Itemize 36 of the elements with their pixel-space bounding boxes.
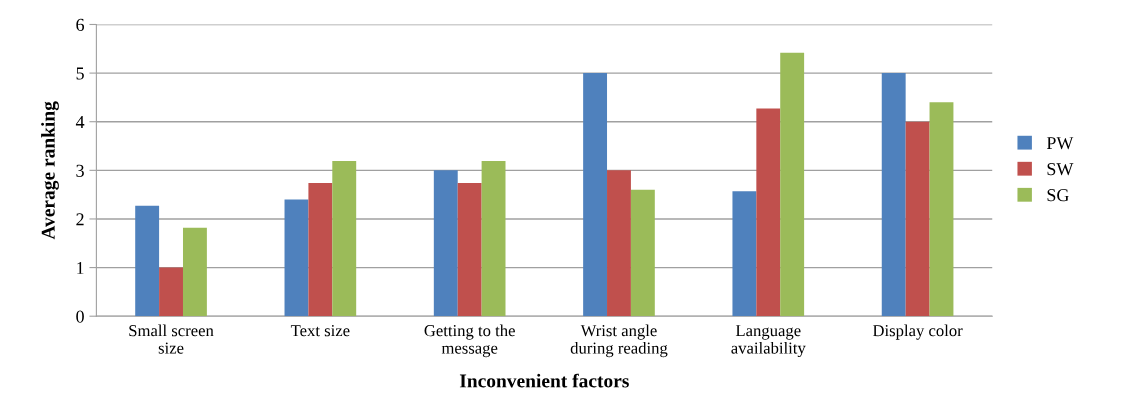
x-tick-label: Language availability (731, 325, 806, 358)
y-tick-label: 6 (76, 18, 85, 31)
bar (182, 227, 207, 317)
y-tick-label: 2 (76, 213, 84, 226)
x-tick-label: Text size (290, 325, 350, 337)
bar (630, 189, 655, 317)
bar (481, 161, 506, 317)
bar (583, 73, 608, 317)
legend-label: SG (1047, 189, 1069, 202)
bar (780, 52, 805, 317)
bar (756, 108, 781, 317)
bar (607, 170, 631, 317)
x-tick-label: Small screen size (129, 324, 214, 354)
bar (308, 182, 333, 317)
bar (332, 161, 357, 317)
y-tick-label: 4 (75, 116, 85, 128)
y-tick-label: 3 (76, 164, 84, 177)
bar (905, 121, 930, 317)
x-tick-label: Display color (872, 324, 963, 340)
bar (284, 199, 309, 317)
y-axis-title: Average ranking (41, 101, 59, 240)
bar (881, 73, 906, 317)
x-axis-title: Inconvenient factors (459, 373, 629, 388)
legend-label: SW (1047, 163, 1074, 176)
bar (433, 170, 458, 317)
bar (457, 182, 482, 317)
y-tick-label: 0 (76, 310, 84, 323)
bar (135, 205, 160, 317)
bar (929, 102, 954, 317)
y-tick-label: 5 (76, 67, 84, 80)
x-tick-label: Wrist angle during reading (570, 324, 668, 358)
legend-label: PW (1046, 137, 1074, 150)
x-tick-label: Getting to the message (424, 324, 515, 358)
bar (159, 267, 183, 317)
bar (732, 191, 757, 317)
y-tick-label: 1 (77, 261, 84, 274)
